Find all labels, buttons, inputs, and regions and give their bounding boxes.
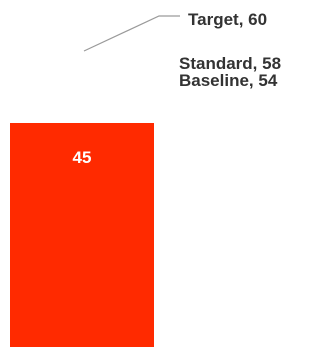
bar (10, 122, 154, 348)
reference-label-1: Standard, 58 (179, 54, 281, 73)
target-leader-line (83, 15, 180, 52)
chart-marks: 45 (10, 122, 154, 348)
reference-label-2: Baseline, 54 (179, 71, 278, 90)
bar-data-label: 45 (73, 148, 92, 167)
reference-label-0: Target, 60 (188, 10, 267, 29)
